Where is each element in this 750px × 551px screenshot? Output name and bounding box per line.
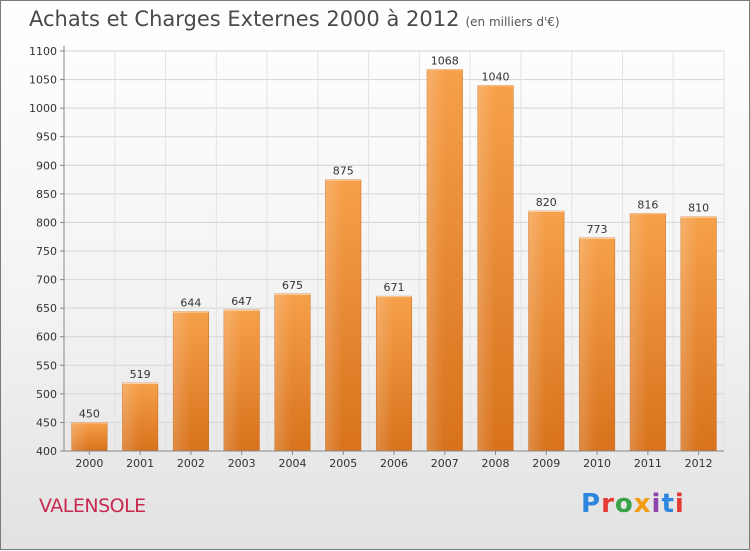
bar-highlight [528,211,547,451]
y-tick-label: 750 [36,245,57,258]
logo-letter: t [661,489,675,519]
logo-letter: i [651,489,662,519]
bar-value-label: 519 [130,368,151,381]
logo-letter: P [581,489,602,519]
bar-value-label: 810 [688,202,709,215]
bar-highlight [477,85,496,452]
x-tick-label: 2002 [177,457,205,470]
chart-subtitle: (en milliers d'€) [465,15,560,29]
y-tick-label: 600 [36,331,57,344]
chart-title: Achats et Charges Externes 2000 à 2012 [29,7,460,31]
bar-highlight [376,296,394,451]
bar-value-label: 644 [180,297,201,310]
logo-letter: o [614,489,634,519]
location-label: VALENSOLE [39,495,146,517]
y-tick-label: 1050 [29,74,57,87]
y-tick-label: 650 [36,302,57,315]
y-tick-label: 550 [36,359,57,372]
y-tick-label: 1000 [29,102,57,115]
proxiti-logo: Proxiti [581,489,685,519]
bar-value-label: 1040 [482,70,510,83]
chart-title-block: Achats et Charges Externes 2000 à 2012 (e… [29,7,560,31]
x-tick-label: 2012 [685,457,713,470]
bar-value-label: 450 [79,407,100,420]
x-tick-label: 2011 [634,457,662,470]
x-tick-label: 2010 [583,457,611,470]
bar-value-label: 671 [384,281,405,294]
y-tick-label: 950 [36,131,57,144]
y-tick-label: 400 [36,445,57,458]
x-tick-label: 2007 [431,457,459,470]
x-tick-label: 2006 [380,457,408,470]
bar-highlight [173,311,191,451]
x-tick-label: 2004 [278,457,306,470]
bar-value-label: 773 [587,223,608,236]
logo-letter: x [633,489,652,519]
x-tick-label: 2001 [126,457,154,470]
logo-letter: r [601,489,615,519]
bar-value-label: 816 [637,198,658,211]
bar-highlight [680,216,699,451]
logo-letter: i [674,489,685,519]
y-tick-label: 850 [36,188,57,201]
y-tick-label: 500 [36,388,57,401]
bar-highlight [274,293,293,451]
bar-value-label: 820 [536,196,557,209]
bar-highlight [579,237,598,451]
y-tick-label: 1100 [29,45,57,58]
bar-highlight [325,179,344,452]
bar-highlight [122,383,141,451]
bar-value-label: 875 [333,165,354,178]
bar-highlight [71,422,90,451]
x-tick-label: 2000 [75,457,103,470]
bar-highlight [630,213,648,451]
y-tick-label: 700 [36,274,57,287]
bar-value-label: 675 [282,279,303,292]
y-tick-label: 900 [36,159,57,172]
bar-highlight [427,69,445,452]
bar-value-label: 1068 [431,54,459,67]
x-tick-label: 2003 [228,457,256,470]
bar-value-label: 647 [231,295,252,308]
x-tick-label: 2008 [482,457,510,470]
x-tick-label: 2005 [329,457,357,470]
x-tick-label: 2009 [532,457,560,470]
bar-highlight [223,309,242,451]
y-tick-label: 450 [36,416,57,429]
y-tick-label: 800 [36,216,57,229]
